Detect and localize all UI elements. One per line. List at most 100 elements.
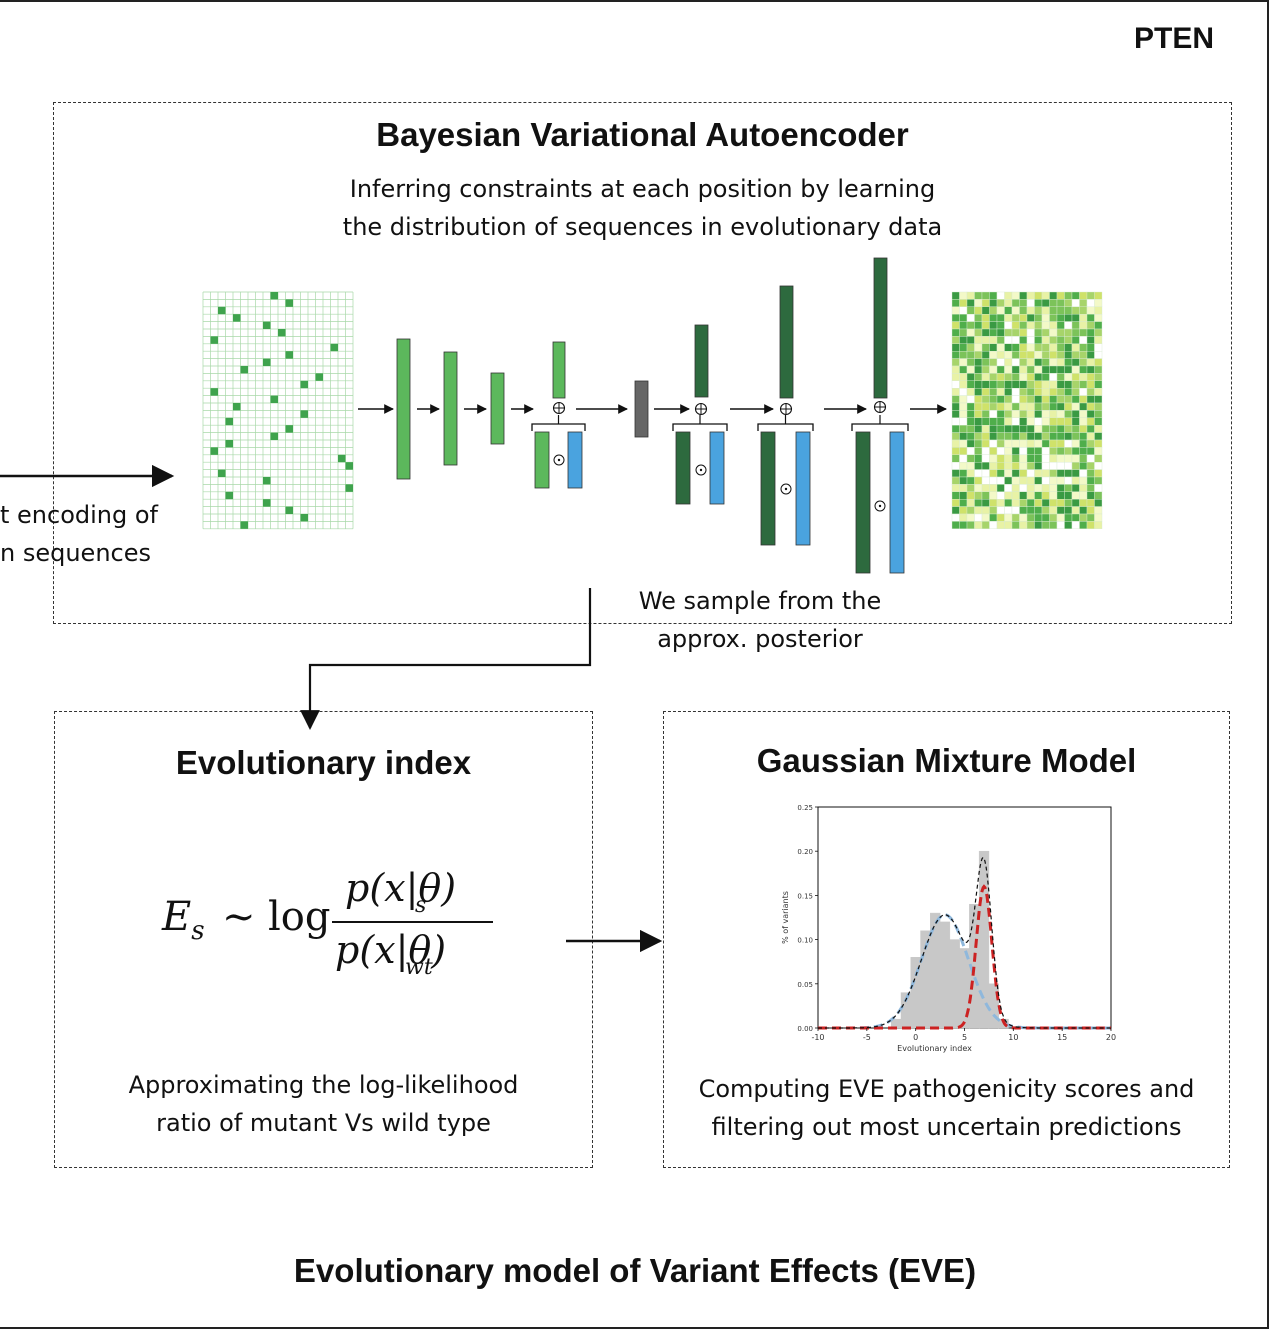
histogram-bar [939, 921, 951, 1029]
one-hot-cell [225, 440, 233, 448]
one-hot-cell [300, 380, 308, 389]
input-one-hot-grid [202, 291, 354, 530]
one-hot-cell [345, 462, 353, 470]
one-hot-cell [285, 506, 293, 514]
sum-bracket [757, 423, 814, 431]
one-hot-cell [278, 329, 286, 337]
y-tick-label: 0.00 [797, 1025, 813, 1033]
evolutionary-index-caption-2: ratio of mutant Vs wild type [156, 1109, 491, 1137]
gmm-caption-2: filtering out most uncertain predictions [711, 1113, 1182, 1141]
gmm-caption-1: Computing EVE pathogenicity scores and [698, 1075, 1195, 1103]
formula-lhs: Es [162, 894, 205, 946]
one-hot-cell [240, 366, 248, 374]
x-tick-label: 10 [1008, 1033, 1018, 1042]
histogram-bar [978, 850, 990, 1029]
vae-subtitle-2: the distribution of sequences in evoluti… [342, 213, 943, 241]
one-hot-cell [270, 395, 278, 403]
encoder-layer-3 [490, 372, 505, 445]
formula-log: log [268, 894, 331, 940]
evolutionary-index-panel [54, 711, 593, 1168]
one-hot-cell [225, 417, 233, 426]
one-hot-cell [233, 403, 241, 411]
input-label-1: t encoding of [0, 501, 159, 529]
sample-note-1: We sample from the [638, 587, 882, 615]
formula-relation: ∼ [222, 894, 256, 940]
one-hot-cell [263, 321, 271, 329]
one-hot-cell [270, 292, 278, 300]
decoder-weight-sigma-1 [675, 431, 691, 505]
one-hot-cell [218, 469, 226, 477]
one-hot-cell [240, 521, 248, 529]
one-hot-cell [210, 388, 218, 396]
y-tick-label: 0.10 [797, 937, 813, 945]
output-heatmap-grid [951, 291, 1103, 530]
y-tick-label: 0.20 [797, 848, 813, 856]
histogram-bar [988, 983, 999, 1029]
formula-den-sub: wt [405, 955, 433, 980]
vae-panel [53, 102, 1232, 624]
decoder-epsilon-3 [889, 431, 905, 574]
one-hot-cell [345, 484, 353, 492]
one-hot-cell [315, 373, 323, 381]
one-hot-cell [233, 314, 241, 322]
vae-title: Bayesian Variational Autoencoder [376, 116, 909, 153]
network-architecture [358, 257, 947, 574]
latent-epsilon-bar [567, 431, 583, 489]
corner-label: PTEN [1134, 22, 1215, 55]
one-hot-cell [285, 299, 293, 307]
histogram-bar [949, 939, 960, 1029]
y-tick-label: 0.15 [797, 892, 813, 900]
gmm-panel [663, 711, 1230, 1168]
evolutionary-index-caption-1: Approximating the log-likelihood [128, 1071, 519, 1099]
one-hot-cell [210, 447, 218, 455]
x-tick-label: -5 [863, 1033, 871, 1042]
one-hot-cell [285, 425, 293, 433]
decoder-weight-mu-3 [873, 257, 888, 399]
gmm-chart: -10 -5 0 5 10 15 20 0.00 0.05 0.10 0.15 0.20 0.25 Evo… [781, 804, 1116, 1053]
footer-title: Evolutionary model of Variant Effects (E… [293, 1252, 977, 1289]
one-hot-cell [210, 336, 218, 344]
input-label-2: n sequences [0, 539, 151, 567]
sample-note-2: approx. posterior [657, 625, 863, 653]
formula-num-sub: s [415, 893, 427, 918]
latent-mu-bar [552, 341, 566, 399]
latent-sigma-bar [534, 431, 550, 489]
one-hot-cell [263, 477, 271, 485]
one-hot-cell [330, 343, 338, 352]
one-hot-cell [300, 514, 308, 522]
decoder-weight-sigma-3 [855, 431, 871, 574]
encoder-layer-2 [443, 351, 458, 466]
sample-arrow [300, 588, 592, 730]
one-hot-cell [218, 306, 226, 315]
x-tick-label: 20 [1106, 1033, 1116, 1042]
latent-z-bar [634, 380, 649, 438]
one-hot-cell [225, 491, 233, 500]
decoder-weight-mu-1 [694, 324, 709, 398]
x-tick-label: -10 [811, 1033, 824, 1042]
y-tick-label: 0.05 [797, 981, 813, 989]
evolutionary-index-title: Evolutionary index [175, 744, 472, 781]
y-tick-label: 0.25 [797, 804, 813, 812]
one-hot-cell [285, 351, 293, 359]
gmm-title: Gaussian Mixture Model [756, 742, 1137, 779]
y-axis-label: % of variants [781, 891, 790, 944]
formula-denominator: p(x|θ) [335, 928, 447, 972]
x-tick-label: 15 [1057, 1033, 1067, 1042]
one-hot-cell [300, 410, 308, 418]
one-hot-cell [338, 454, 346, 463]
formula-numerator: p(x|θ) [345, 866, 457, 910]
x-tick-label: 0 [913, 1033, 918, 1042]
one-hot-cell [263, 499, 271, 507]
decoder-epsilon-2 [795, 431, 811, 546]
sum-bracket [531, 423, 586, 431]
decoder-epsilon-1 [709, 431, 725, 505]
decoder-weight-sigma-2 [760, 431, 776, 546]
decoder-weight-mu-2 [779, 285, 794, 399]
encoder-layer-1 [396, 338, 411, 480]
vae-subtitle-1: Inferring constraints at each position b… [349, 175, 936, 203]
x-axis-label: Evolutionary index [897, 1044, 972, 1053]
sum-bracket [851, 423, 909, 431]
x-tick-label: 5 [962, 1033, 967, 1042]
